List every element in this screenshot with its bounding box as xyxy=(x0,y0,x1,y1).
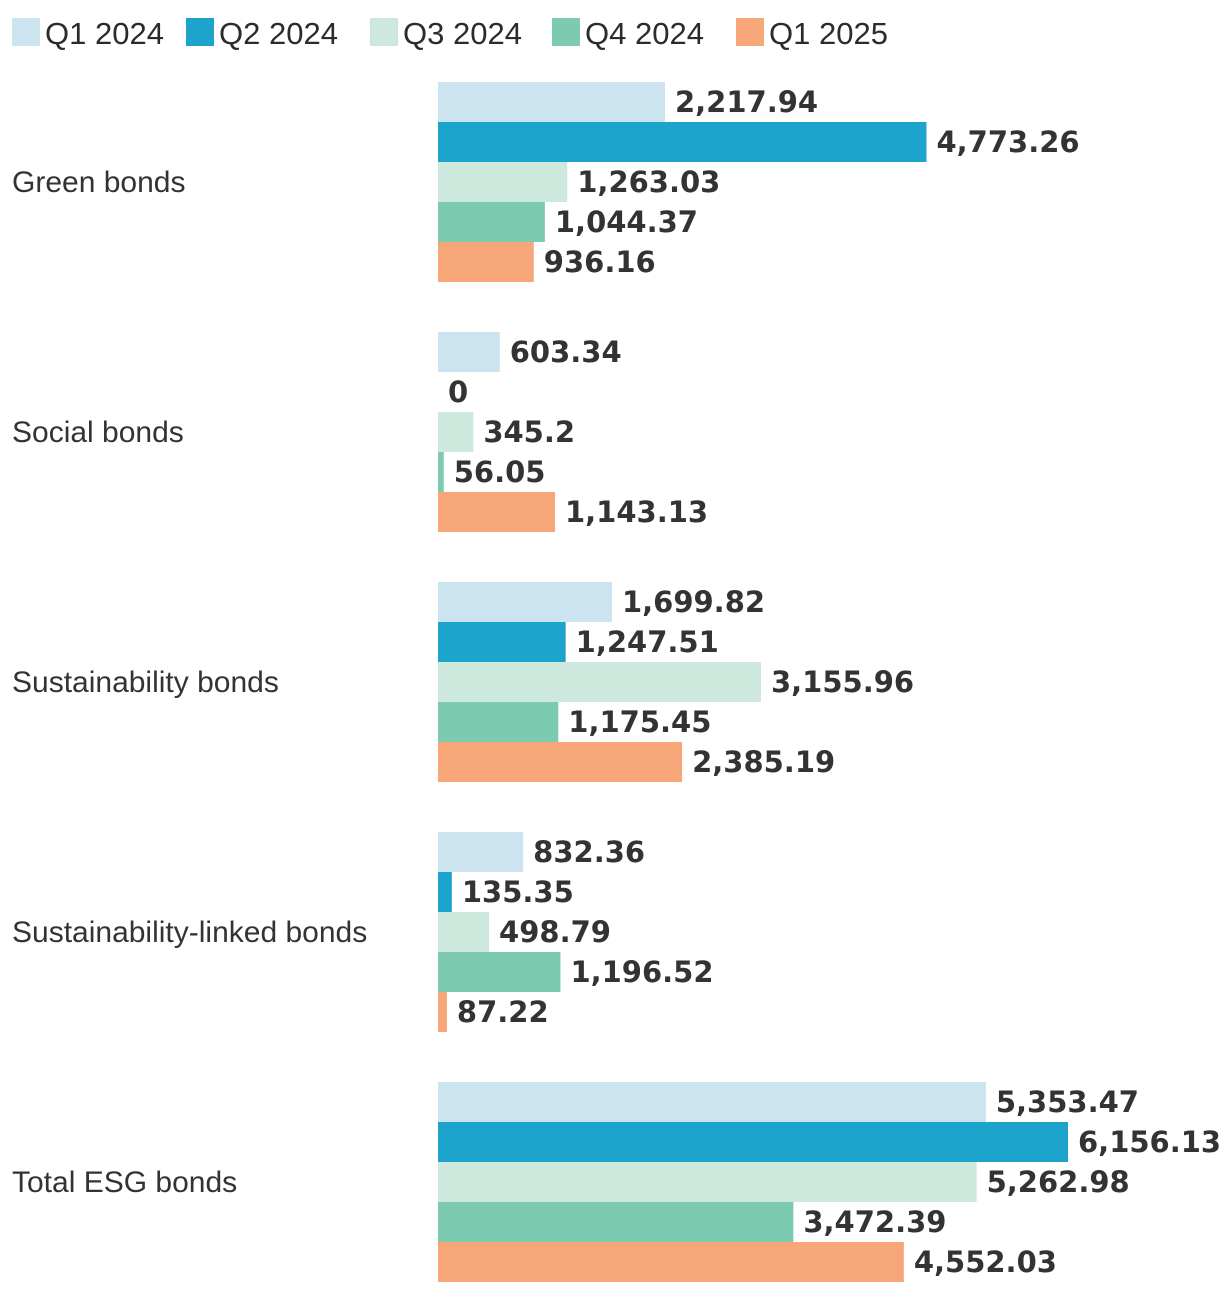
legend: Q1 2024 Q2 2024 Q3 2024 Q4 2024 Q1 2025 xyxy=(12,16,888,51)
value-label-total-esg-bonds-q3-2024: 5,262.98 xyxy=(987,1165,1130,1199)
bars xyxy=(438,82,1068,1282)
value-label-sustainability-linked-bonds-q4-2024: 1,196.52 xyxy=(570,955,713,989)
bar-social-bonds-q1-2025 xyxy=(438,492,555,532)
value-label-social-bonds-q3-2024: 345.2 xyxy=(483,415,575,449)
bar-total-esg-bonds-q1-2024 xyxy=(438,1082,986,1122)
value-label-sustainability-bonds-q2-2024: 1,247.51 xyxy=(576,625,719,659)
category-label-social-bonds: Social bonds xyxy=(12,416,184,449)
bar-social-bonds-q4-2024 xyxy=(438,452,444,492)
bar-total-esg-bonds-q1-2025 xyxy=(438,1242,904,1282)
value-label-social-bonds-q4-2024: 56.05 xyxy=(454,455,546,489)
category-labels: Green bonds Social bonds Sustainability bo… xyxy=(12,166,367,1199)
value-label-social-bonds-q2-2024: 0 xyxy=(448,375,468,409)
bar-sustainability-linked-bonds-q2-2024 xyxy=(438,872,452,912)
legend-label-q1-2024: Q1 2024 xyxy=(45,16,164,51)
bar-green-bonds-q2-2024 xyxy=(438,122,927,162)
bar-green-bonds-q3-2024 xyxy=(438,162,568,202)
bar-green-bonds-q4-2024 xyxy=(438,202,545,242)
value-label-sustainability-bonds-q1-2025: 2,385.19 xyxy=(692,745,835,779)
category-label-sustainability-linked-bonds: Sustainability-linked bonds xyxy=(12,916,367,949)
value-label-total-esg-bonds-q4-2024: 3,472.39 xyxy=(803,1205,946,1239)
bar-sustainability-bonds-q3-2024 xyxy=(438,662,761,702)
value-label-sustainability-bonds-q4-2024: 1,175.45 xyxy=(568,705,711,739)
value-label-green-bonds-q4-2024: 1,044.37 xyxy=(555,205,698,239)
value-label-sustainability-linked-bonds-q1-2024: 832.36 xyxy=(533,835,645,869)
value-label-green-bonds-q1-2025: 936.16 xyxy=(544,245,656,279)
bar-social-bonds-q3-2024 xyxy=(438,412,474,452)
bar-green-bonds-q1-2025 xyxy=(438,242,534,282)
value-label-social-bonds-q1-2025: 1,143.13 xyxy=(565,495,708,529)
value-label-sustainability-linked-bonds-q1-2025: 87.22 xyxy=(457,995,549,1029)
value-label-social-bonds-q1-2024: 603.34 xyxy=(510,335,622,369)
legend-swatch-q4-2024 xyxy=(552,18,580,46)
value-label-sustainability-bonds-q1-2024: 1,699.82 xyxy=(622,585,765,619)
bar-sustainability-bonds-q4-2024 xyxy=(438,702,559,742)
bar-social-bonds-q1-2024 xyxy=(438,332,500,372)
bar-green-bonds-q1-2024 xyxy=(438,82,665,122)
legend-swatch-q3-2024 xyxy=(370,18,398,46)
value-label-total-esg-bonds-q1-2025: 4,552.03 xyxy=(914,1245,1057,1279)
value-label-sustainability-linked-bonds-q2-2024: 135.35 xyxy=(462,875,574,909)
legend-label-q1-2025: Q1 2025 xyxy=(769,16,888,51)
value-labels: 2,217.94 4,773.26 1,263.03 1,044.37 936.16 60… xyxy=(448,85,1220,1279)
bar-sustainability-linked-bonds-q3-2024 xyxy=(438,912,490,952)
bar-total-esg-bonds-q3-2024 xyxy=(438,1162,977,1202)
bar-sustainability-linked-bonds-q1-2024 xyxy=(438,832,524,872)
value-label-green-bonds-q3-2024: 1,263.03 xyxy=(577,165,720,199)
bar-sustainability-bonds-q1-2024 xyxy=(438,582,612,622)
value-label-total-esg-bonds-q2-2024: 6,156.13 xyxy=(1078,1125,1220,1159)
value-label-green-bonds-q2-2024: 4,773.26 xyxy=(936,125,1079,159)
legend-swatch-q1-2024 xyxy=(12,18,40,46)
legend-label-q3-2024: Q3 2024 xyxy=(403,16,522,51)
value-label-total-esg-bonds-q1-2024: 5,353.47 xyxy=(996,1085,1139,1119)
bar-sustainability-bonds-q2-2024 xyxy=(438,622,566,662)
category-label-total-esg-bonds: Total ESG bonds xyxy=(12,1166,237,1199)
legend-swatch-q2-2024 xyxy=(186,18,214,46)
value-label-green-bonds-q1-2024: 2,217.94 xyxy=(675,85,818,119)
bar-sustainability-bonds-q1-2025 xyxy=(438,742,683,782)
category-label-sustainability-bonds: Sustainability bonds xyxy=(12,666,279,699)
legend-label-q4-2024: Q4 2024 xyxy=(585,16,704,51)
legend-label-q2-2024: Q2 2024 xyxy=(219,16,338,51)
bar-total-esg-bonds-q4-2024 xyxy=(438,1202,794,1242)
value-label-sustainability-linked-bonds-q3-2024: 498.79 xyxy=(499,915,611,949)
bar-sustainability-linked-bonds-q4-2024 xyxy=(438,952,561,992)
legend-swatch-q1-2025 xyxy=(736,18,764,46)
bar-total-esg-bonds-q2-2024 xyxy=(438,1122,1068,1162)
category-label-green-bonds: Green bonds xyxy=(12,166,185,199)
bar-sustainability-linked-bonds-q1-2025 xyxy=(438,992,447,1032)
value-label-sustainability-bonds-q3-2024: 3,155.96 xyxy=(771,665,914,699)
